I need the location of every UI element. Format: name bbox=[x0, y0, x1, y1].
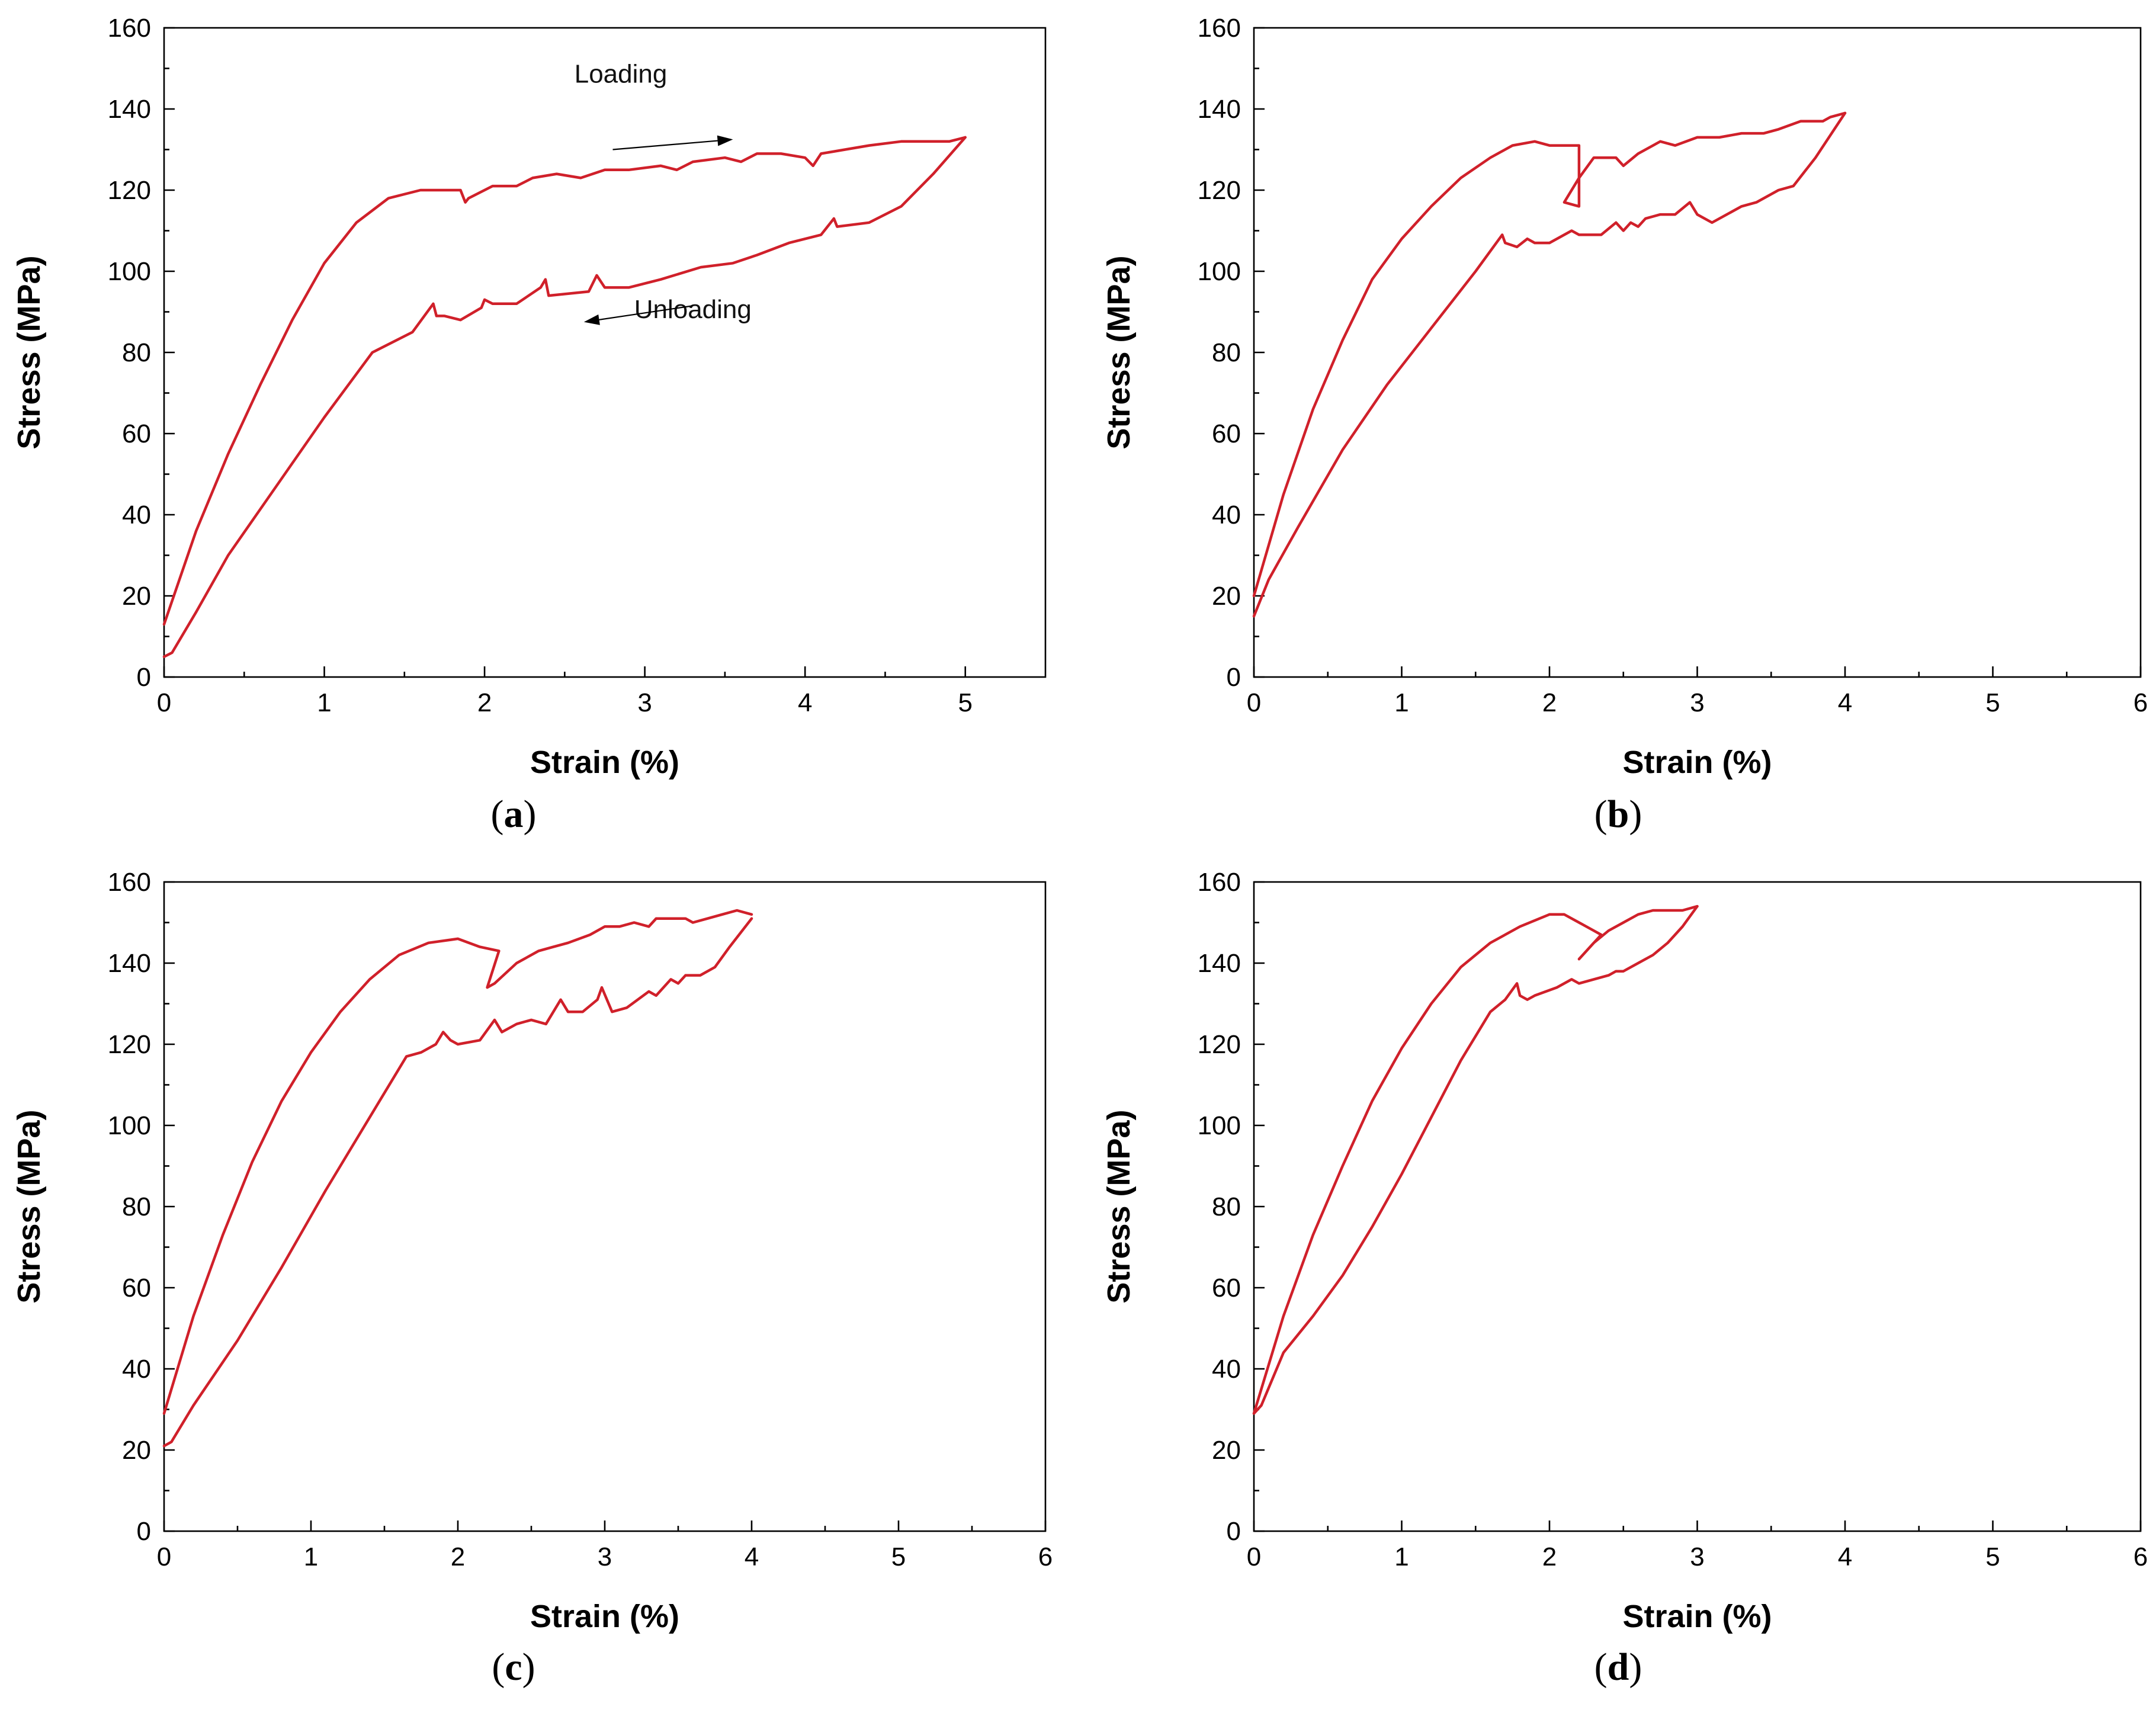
series-line-loading bbox=[1252, 904, 1699, 1415]
y-tick-label: 80 bbox=[122, 338, 151, 367]
x-tick-label: 5 bbox=[958, 688, 972, 717]
panel-label: (b) bbox=[1594, 793, 1642, 836]
series-line-unloading bbox=[162, 917, 753, 1448]
plot-frame bbox=[1253, 27, 2142, 678]
y-tick-label: 160 bbox=[1198, 868, 1241, 897]
y-axis-title: Stress (MPa) bbox=[1101, 1109, 1137, 1303]
x-tick-label: 3 bbox=[1690, 1542, 1704, 1571]
y-tick-label: 20 bbox=[122, 582, 151, 611]
y-tick-label: 60 bbox=[122, 1273, 151, 1303]
y-tick-label: 60 bbox=[1212, 419, 1241, 448]
x-tick-label: 0 bbox=[157, 1542, 171, 1571]
y-tick-label: 80 bbox=[122, 1192, 151, 1221]
y-tick-label: 160 bbox=[1198, 14, 1241, 43]
y-tick-label: 140 bbox=[108, 95, 151, 124]
y-tick-label: 120 bbox=[108, 176, 151, 205]
y-tick-label: 60 bbox=[122, 419, 151, 448]
x-tick-label: 2 bbox=[477, 688, 492, 717]
annotation-loading: Loading bbox=[575, 59, 668, 88]
x-tick-label: 4 bbox=[798, 688, 812, 717]
y-tick-label: 40 bbox=[122, 1355, 151, 1384]
series-line-loading bbox=[162, 136, 967, 626]
x-tick-label: 0 bbox=[1247, 1542, 1261, 1571]
y-tick-label: 160 bbox=[108, 14, 151, 43]
plot-frame bbox=[163, 881, 1047, 1532]
x-tick-label: 2 bbox=[1542, 1542, 1557, 1571]
annotation-arrow bbox=[599, 305, 693, 320]
y-tick-label: 100 bbox=[108, 257, 151, 286]
y-tick-label: 20 bbox=[1212, 582, 1241, 611]
x-tick-label: 1 bbox=[1394, 688, 1409, 717]
chart-panel-a: 0 1 2 3 4 5 0 20 40 60 80 100 120 140 160 Strain (%) Str… bbox=[11, 14, 1047, 836]
y-tick-label: 120 bbox=[108, 1030, 151, 1059]
x-tick-label: 2 bbox=[451, 1542, 465, 1571]
panel-label: (a) bbox=[491, 793, 537, 836]
x-tick-label: 4 bbox=[1838, 1542, 1852, 1571]
panel-label: (d) bbox=[1594, 1645, 1642, 1689]
y-tick-label: 0 bbox=[1227, 663, 1241, 692]
y-tick-label: 100 bbox=[108, 1111, 151, 1140]
x-tick-label: 2 bbox=[1542, 688, 1557, 717]
y-tick-label: 20 bbox=[1212, 1436, 1241, 1465]
series-line-unloading bbox=[162, 136, 967, 659]
x-tick-label: 5 bbox=[1985, 688, 2000, 717]
y-tick-label: 40 bbox=[1212, 1355, 1241, 1384]
x-tick-label: 3 bbox=[1690, 688, 1704, 717]
y-tick-label: 120 bbox=[1198, 176, 1241, 205]
x-tick-label: 3 bbox=[598, 1542, 612, 1571]
x-tick-label: 1 bbox=[1394, 1542, 1409, 1571]
y-tick-label: 20 bbox=[122, 1436, 151, 1465]
x-tick-label: 4 bbox=[745, 1542, 759, 1571]
y-axis-title: Stress (MPa) bbox=[11, 1109, 47, 1303]
x-tick-label: 1 bbox=[304, 1542, 318, 1571]
annotation-arrowhead bbox=[717, 135, 733, 146]
x-tick-label: 5 bbox=[891, 1542, 906, 1571]
plot-frame bbox=[163, 27, 1047, 678]
y-tick-label: 100 bbox=[1198, 257, 1241, 286]
annotation-arrowhead bbox=[583, 314, 600, 325]
panel-label: (c) bbox=[492, 1645, 535, 1689]
y-tick-label: 160 bbox=[108, 868, 151, 897]
x-tick-label: 4 bbox=[1838, 688, 1852, 717]
annotation-unloading: Unloading bbox=[634, 295, 752, 324]
x-axis-title: Strain (%) bbox=[530, 1599, 679, 1634]
y-axis-title: Stress (MPa) bbox=[11, 255, 47, 449]
y-tick-label: 0 bbox=[137, 663, 151, 692]
x-tick-label: 6 bbox=[2133, 1542, 2148, 1571]
y-axis-title: Stress (MPa) bbox=[1101, 255, 1137, 449]
x-tick-label: 0 bbox=[157, 688, 171, 717]
plot-frame bbox=[1253, 881, 2142, 1532]
y-tick-label: 80 bbox=[1212, 1192, 1241, 1221]
x-axis-title: Strain (%) bbox=[1622, 745, 1772, 780]
y-tick-label: 140 bbox=[108, 949, 151, 978]
x-tick-label: 1 bbox=[317, 688, 331, 717]
x-tick-label: 0 bbox=[1247, 688, 1261, 717]
y-tick-label: 140 bbox=[1198, 95, 1241, 124]
series-line-loading bbox=[1252, 111, 1847, 598]
series-line-unloading bbox=[1252, 904, 1699, 1415]
y-tick-label: 140 bbox=[1198, 949, 1241, 978]
y-tick-label: 120 bbox=[1198, 1030, 1241, 1059]
x-axis-title: Strain (%) bbox=[1622, 1599, 1772, 1634]
x-tick-label: 6 bbox=[2133, 688, 2148, 717]
y-tick-label: 40 bbox=[122, 501, 151, 530]
x-tick-label: 6 bbox=[1038, 1542, 1053, 1571]
y-tick-label: 100 bbox=[1198, 1111, 1241, 1140]
x-tick-label: 3 bbox=[637, 688, 652, 717]
y-tick-label: 0 bbox=[137, 1517, 151, 1546]
series-line-unloading bbox=[1252, 111, 1847, 618]
y-tick-label: 60 bbox=[1212, 1273, 1241, 1303]
series-line-loading bbox=[162, 909, 753, 1415]
y-tick-label: 80 bbox=[1212, 338, 1241, 367]
y-tick-label: 0 bbox=[1227, 1517, 1241, 1546]
x-axis-title: Strain (%) bbox=[530, 745, 679, 780]
annotation-arrow bbox=[612, 140, 718, 150]
y-tick-label: 40 bbox=[1212, 501, 1241, 530]
x-tick-label: 5 bbox=[1985, 1542, 2000, 1571]
